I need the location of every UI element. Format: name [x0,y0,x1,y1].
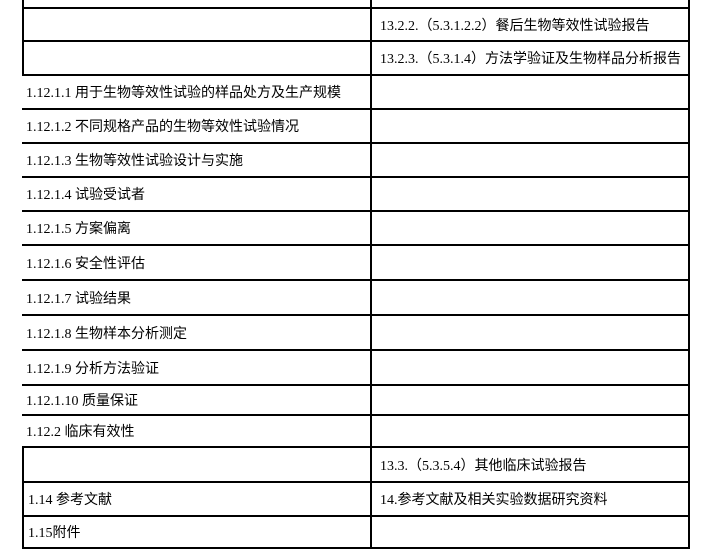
left-column-cell: 1.12.1.7 试验结果 [22,281,372,316]
left-column-cell [22,448,372,483]
table-row: 1.12.1.3 生物等效性试验设计与实施 [22,144,690,178]
right-column-cell [372,0,690,9]
table-row: 13.2.3.（5.3.1.4）方法学验证及生物样品分析报告 [22,42,690,76]
left-column-cell: 1.12.1.10 质量保证 [22,386,372,416]
right-column-cell: 14.参考文献及相关实验数据研究资料 [372,483,690,517]
right-column-cell [372,281,690,316]
right-column-cell [372,144,690,178]
left-column-cell: 1.12.1.6 安全性评估 [22,246,372,281]
right-column-cell [372,76,690,110]
right-column-cell [372,316,690,351]
right-column-cell: 13.2.3.（5.3.1.4）方法学验证及生物样品分析报告 [372,42,690,76]
table-row: 1.12.1.4 试验受试者 [22,178,690,212]
right-column-cell: 13.2.2.（5.3.1.2.2）餐后生物等效性试验报告 [372,9,690,42]
table-row [22,0,690,9]
table-row: 1.12.2 临床有效性 [22,416,690,448]
left-column-cell [22,0,372,9]
left-column-cell: 1.12.1.8 生物样本分析测定 [22,316,372,351]
table-row: 1.12.1.7 试验结果 [22,281,690,316]
left-column-cell [22,42,372,76]
table-row: 1.12.1.1 用于生物等效性试验的样品处方及生产规模 [22,76,690,110]
table-row: 1.12.1.10 质量保证 [22,386,690,416]
table-row: 1.14 参考文献 14.参考文献及相关实验数据研究资料 [22,483,690,517]
right-column-cell [372,246,690,281]
left-column-cell: 1.12.1.4 试验受试者 [22,178,372,212]
right-column-cell: 13.3.（5.3.5.4）其他临床试验报告 [372,448,690,483]
left-column-cell: 1.12.2 临床有效性 [22,416,372,448]
left-column-cell: 1.12.1.9 分析方法验证 [22,351,372,386]
document-table: 13.2.2.（5.3.1.2.2）餐后生物等效性试验报告 13.2.3.（5.… [22,0,690,549]
table-row: 1.12.1.8 生物样本分析测定 [22,316,690,351]
right-column-cell [372,351,690,386]
left-column-cell [22,9,372,42]
table-row: 13.2.2.（5.3.1.2.2）餐后生物等效性试验报告 [22,9,690,42]
right-column-cell [372,110,690,144]
table-row: 1.12.1.6 安全性评估 [22,246,690,281]
right-column-cell [372,178,690,212]
left-column-cell: 1.15附件 [22,517,372,549]
left-column-cell: 1.12.1.2 不同规格产品的生物等效性试验情况 [22,110,372,144]
table-row: 1.12.1.9 分析方法验证 [22,351,690,386]
table-row: 1.12.1.5 方案偏离 [22,212,690,246]
table-row: 1.15附件 [22,517,690,549]
left-column-cell: 1.14 参考文献 [22,483,372,517]
right-column-cell [372,386,690,416]
right-column-cell [372,416,690,448]
right-column-cell [372,517,690,549]
table-row: 1.12.1.2 不同规格产品的生物等效性试验情况 [22,110,690,144]
left-column-cell: 1.12.1.5 方案偏离 [22,212,372,246]
left-column-cell: 1.12.1.3 生物等效性试验设计与实施 [22,144,372,178]
right-column-cell [372,212,690,246]
left-column-cell: 1.12.1.1 用于生物等效性试验的样品处方及生产规模 [22,76,372,110]
table-row: 13.3.（5.3.5.4）其他临床试验报告 [22,448,690,483]
